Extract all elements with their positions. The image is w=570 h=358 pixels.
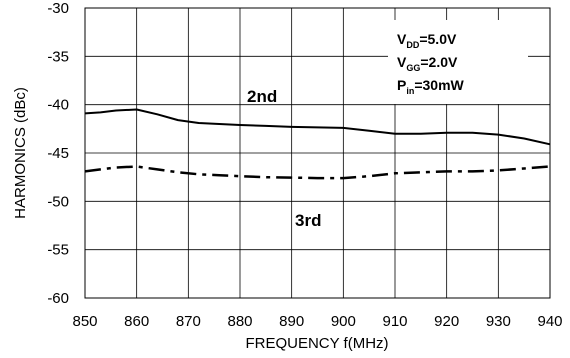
x-tick-label: 870	[176, 313, 201, 330]
series-line-3rd	[84, 165, 551, 180]
label-2nd: 2nd	[247, 87, 277, 106]
x-axis-title: FREQUENCY f(MHz)	[245, 335, 388, 352]
conditions-box: VDD=5.0V VGG=2.0V Pin=30mW	[388, 20, 528, 104]
x-tick-label: 900	[331, 313, 356, 330]
x-tick-label: 880	[227, 313, 252, 330]
y-tick-label: -35	[47, 48, 69, 65]
x-tick-label: 910	[382, 313, 407, 330]
y-tick-labels: -30 -35 -40 -45 -50 -55 -60	[47, 0, 69, 307]
x-tick-label: 850	[72, 313, 97, 330]
x-tick-label: 940	[537, 313, 562, 330]
x-tick-label: 860	[124, 313, 149, 330]
condition-pin: Pin=30mW	[397, 77, 465, 96]
y-tick-label: -30	[47, 0, 69, 17]
plot-frame	[84, 7, 551, 299]
x-tick-labels: 850 860 870 880 890 900 910 920 930 940	[72, 313, 562, 330]
y-tick-label: -55	[47, 242, 69, 259]
y-tick-label: -50	[47, 193, 69, 210]
y-axis-title: HARMONICS (dBc)	[12, 87, 29, 219]
y-tick-label: -45	[47, 145, 69, 162]
conditions-box-background	[388, 20, 528, 104]
x-tick-label: 890	[279, 313, 304, 330]
series-layer	[84, 108, 551, 180]
condition-vdd: VDD=5.0V	[397, 31, 457, 50]
x-tick-label: 920	[434, 313, 459, 330]
y-tick-label: -60	[47, 290, 69, 307]
condition-vgg: VGG=2.0V	[397, 54, 458, 73]
y-tick-label: -40	[47, 97, 69, 114]
label-3rd: 3rd	[295, 211, 321, 230]
series-line-2nd	[84, 108, 551, 146]
x-tick-label: 930	[486, 313, 511, 330]
